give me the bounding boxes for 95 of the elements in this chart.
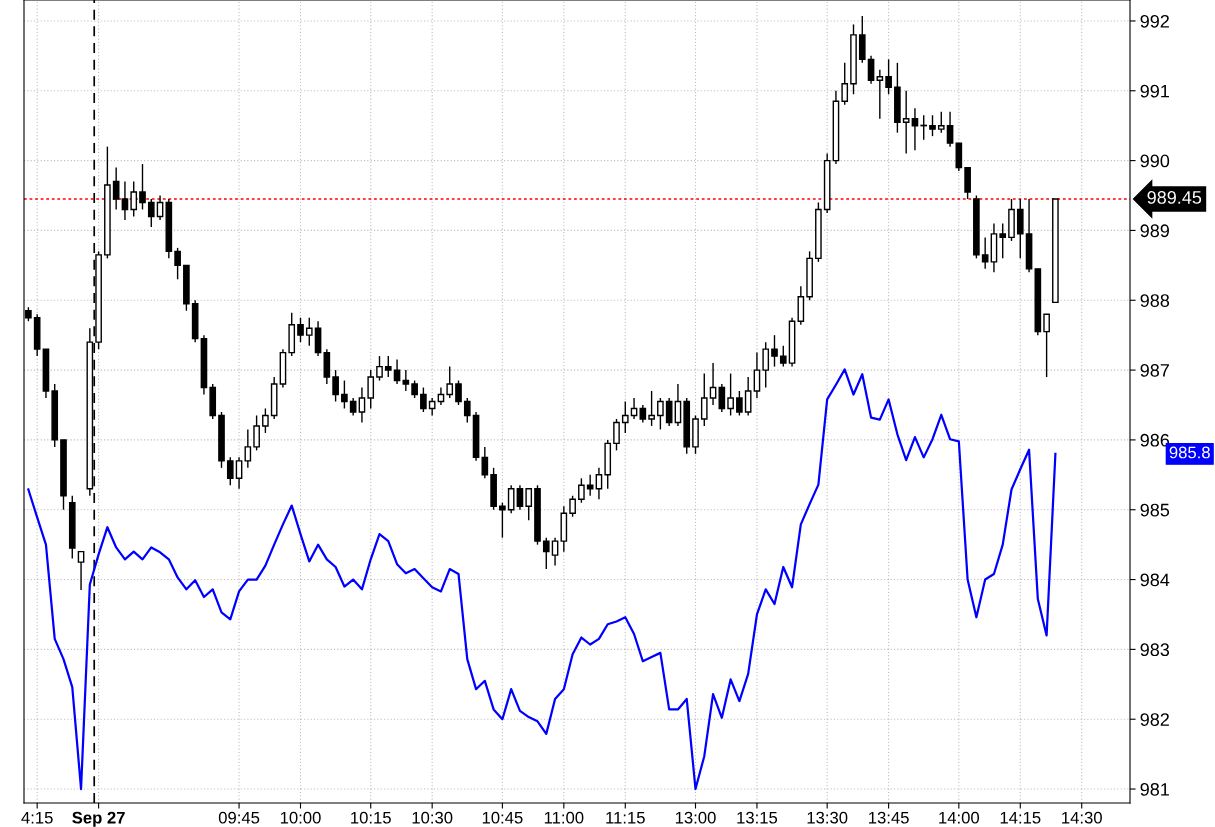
x-tick-label: 13:15 (737, 811, 778, 824)
candlestick (595, 467, 603, 500)
x-tick-label: 10:45 (482, 811, 523, 824)
x-tick-label: 10:30 (412, 811, 453, 824)
y-tick-label: 990 (1140, 154, 1170, 168)
candlestick (946, 111, 954, 148)
y-tick-label: 992 (1140, 14, 1169, 28)
y-tick-label: 985 (1140, 503, 1170, 517)
x-tick-label: 09:45 (218, 811, 260, 824)
x-tick-label: Sep 27 (72, 811, 125, 827)
candlestick (516, 484, 524, 511)
y-tick-label: 982 (1140, 713, 1169, 726)
candlestick (235, 456, 243, 490)
candlestick (718, 383, 726, 413)
x-tick-label: 11:15 (606, 811, 645, 824)
candlestick (455, 379, 462, 406)
candlestick (902, 90, 910, 155)
candlestick (297, 317, 304, 343)
line-series (27, 368, 1057, 791)
candlestick (779, 344, 787, 368)
candlestick (744, 376, 752, 417)
candlestick (226, 456, 234, 486)
candlestick (981, 236, 989, 270)
candlestick (499, 502, 506, 539)
candlestick (384, 355, 392, 378)
x-tick-label: 13:45 (869, 811, 909, 824)
candlestick (507, 484, 515, 514)
candlestick (657, 397, 664, 431)
candlestick (402, 369, 410, 392)
candlestick (674, 383, 682, 427)
candlestick (885, 58, 892, 95)
text: 985.8 (1169, 446, 1210, 459)
candlestick (244, 428, 252, 469)
candlestick (621, 400, 629, 434)
candlestick (393, 358, 401, 385)
candlestick (762, 341, 770, 389)
candlestick (174, 247, 181, 280)
candlestick (551, 536, 559, 567)
x-tick-label: 11:00 (544, 811, 584, 824)
candlestick (542, 536, 550, 570)
candlestick (753, 351, 761, 399)
candlestick (648, 390, 655, 427)
y-tick-label: 989 (1140, 224, 1169, 238)
y-tick-label: 984 (1140, 573, 1170, 587)
x-tick-label: 10:15 (351, 811, 391, 824)
candlestick (358, 386, 366, 424)
candlestick (727, 372, 734, 417)
candlestick (332, 369, 339, 403)
y-tick-label: 988 (1140, 294, 1170, 307)
candlestick (481, 446, 489, 480)
candlestick (376, 355, 383, 382)
candlestick (367, 369, 375, 410)
ref-line-label: 989.45 (1147, 191, 1202, 204)
candlestick (130, 180, 138, 218)
candlestick (841, 62, 849, 106)
candlestick (446, 365, 454, 399)
y-tick-label: 986 (1140, 433, 1170, 447)
candlestick (709, 362, 717, 406)
y-tick-label: 991 (1140, 84, 1169, 98)
x-tick-label: 13:30 (807, 811, 848, 824)
candlestick (665, 397, 673, 427)
y-tick-label: 987 (1140, 364, 1169, 377)
y-tick-label: 983 (1140, 643, 1170, 657)
x-tick-label: 14:15 (1000, 811, 1041, 824)
candlestick (700, 372, 708, 427)
candlestick (147, 198, 155, 228)
candlestick (578, 477, 585, 504)
candlestick (77, 550, 85, 591)
x-tick-label: 4:15 (21, 811, 53, 824)
candlestick (139, 163, 146, 211)
candlestick (736, 390, 743, 417)
candlestick (999, 222, 1007, 260)
candlestick (937, 111, 945, 134)
candlestick (771, 334, 778, 368)
candlestick (613, 418, 620, 452)
candlestick (112, 166, 120, 211)
candlestick (156, 194, 164, 221)
y-tick-label: 981 (1140, 782, 1169, 796)
candlestick (463, 397, 471, 424)
candlestick (420, 386, 427, 413)
candlestick (341, 379, 348, 410)
candlestick (929, 114, 936, 137)
x-tick-label: 10:00 (280, 811, 321, 824)
x-tick-label: 14:30 (1062, 811, 1102, 824)
candlestick (525, 488, 533, 521)
candlestick (262, 407, 269, 434)
x-tick-label: 13:00 (675, 811, 716, 824)
candlestick (867, 55, 875, 85)
candlestick (253, 414, 260, 452)
candlestick (121, 180, 129, 221)
candlestick (1043, 313, 1050, 378)
x-tick-label: 14:00 (939, 811, 980, 824)
candlestick (305, 317, 313, 347)
candlestick (876, 69, 884, 120)
candlestick (569, 495, 576, 518)
